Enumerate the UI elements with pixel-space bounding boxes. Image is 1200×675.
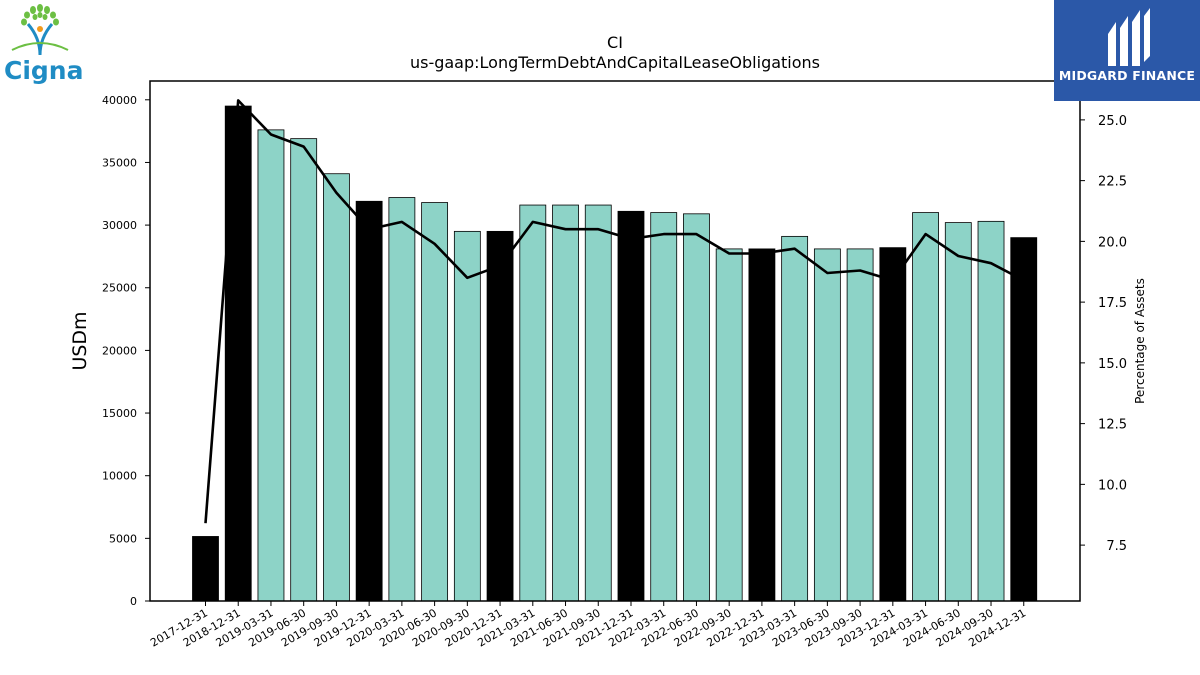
bar-2022-03-31 <box>650 212 678 602</box>
bar-2021-06-30 <box>552 204 579 602</box>
bar-2019-06-30 <box>290 138 318 602</box>
y2-tick-label: 12.5 <box>1098 418 1127 433</box>
bar-2022-12-31 <box>748 248 776 602</box>
y-axis: 0 5000 10000 15000 20000 25000 30000 35000 40000 <box>102 94 150 608</box>
chart-subtitle: us-gaap:LongTermDebtAndCapitalLeaseOblig… <box>410 53 820 72</box>
x-axis: 2017-12-312018-12-312019-03-312019-06-30… <box>148 601 1028 650</box>
bar-2021-12-31 <box>617 210 645 602</box>
bar-2023-06-30 <box>813 248 841 602</box>
bar-2019-09-30 <box>323 173 350 602</box>
percentage-line <box>204 99 1025 524</box>
bar-2021-09-30 <box>584 204 612 602</box>
y2-tick-label: 17.5 <box>1098 296 1127 311</box>
tree-icon <box>11 4 69 56</box>
bar-2021-03-31 <box>519 204 547 602</box>
bar-2019-12-31 <box>355 200 383 602</box>
line-layer <box>204 99 1025 524</box>
y-tick-label: 30000 <box>102 219 137 232</box>
y2-axis-label: Percentage of Assets <box>1133 278 1147 404</box>
y-axis-label: USDm <box>69 311 91 370</box>
y-tick-label: 5000 <box>109 532 137 545</box>
bar-2024-06-30 <box>944 222 972 602</box>
y2-tick-label: 22.5 <box>1098 175 1127 190</box>
bar-group <box>192 105 1038 602</box>
bar-2024-09-30 <box>977 220 1005 602</box>
chart-title: CI <box>607 33 623 52</box>
y-tick-label: 20000 <box>102 344 137 357</box>
bar-2020-06-30 <box>421 202 449 602</box>
bar-2023-03-31 <box>781 235 809 602</box>
midgard-mark-icon <box>1108 8 1150 66</box>
bar-2020-09-30 <box>453 230 481 602</box>
bar-2023-09-30 <box>846 248 874 602</box>
y-tick-label: 10000 <box>102 470 137 483</box>
midgard-finance-logo: MIDGARD FINANCE <box>1054 0 1200 101</box>
y-tick-label: 0 <box>130 595 137 608</box>
y2-tick-label: 25.0 <box>1098 114 1127 129</box>
y-tick-label: 40000 <box>102 94 137 107</box>
bar-2019-03-31 <box>257 129 285 602</box>
bar-2022-09-30 <box>715 248 743 602</box>
y-tick-label: 25000 <box>102 282 137 295</box>
plot-frame <box>149 80 1081 602</box>
y2-tick-label: 20.0 <box>1098 235 1127 250</box>
cigna-wordmark: Cigna <box>4 56 84 85</box>
bar-2018-12-31 <box>224 105 252 602</box>
y2-tick-label: 15.0 <box>1098 357 1127 372</box>
bar-2017-12-31 <box>192 536 219 602</box>
cigna-logo: Cigna <box>0 0 90 95</box>
y-tick-label: 35000 <box>102 156 137 169</box>
y2-axis: 7.5 10.0 12.5 15.0 17.5 20.0 22.5 25.0 <box>1080 114 1127 554</box>
bar-2023-12-31 <box>879 247 907 602</box>
y2-tick-label: 7.5 <box>1106 539 1127 554</box>
bar-2024-03-31 <box>912 212 939 602</box>
y-tick-label: 15000 <box>102 407 137 420</box>
midgard-wordmark: MIDGARD FINANCE <box>1058 68 1196 83</box>
y2-tick-label: 10.0 <box>1098 478 1127 493</box>
bar-2020-12-31 <box>486 230 514 602</box>
bar-2024-12-31 <box>1010 237 1038 602</box>
bar-2020-03-31 <box>388 197 416 602</box>
bar-2022-06-30 <box>683 213 710 602</box>
